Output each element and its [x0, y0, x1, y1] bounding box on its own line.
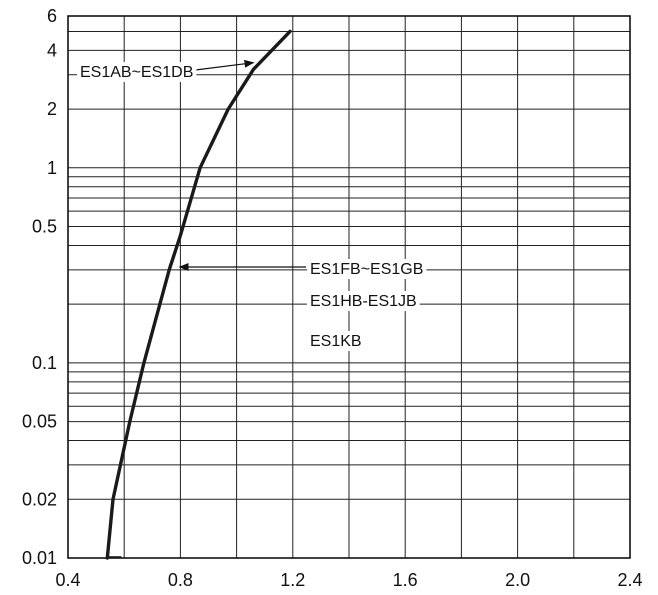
annotation-background	[307, 291, 420, 311]
x-tick-label: 2.0	[505, 570, 530, 590]
y-tick-label: 0.05	[22, 412, 57, 432]
y-tick-label: 0.1	[32, 353, 57, 373]
y-tick-label: 0.5	[32, 217, 57, 237]
x-tick-label: 0.8	[168, 570, 193, 590]
x-tick-label: 1.2	[280, 570, 305, 590]
annotation-es1ab-es1db: ES1AB~ES1DB	[80, 64, 193, 81]
plot-frame	[67, 15, 631, 559]
annotation-arrow-es1ab-es1db	[195, 59, 255, 71]
y-tick-label: 1	[47, 158, 57, 178]
annotation-es1kb: ES1KB	[310, 333, 362, 350]
y-tick-label: 6	[47, 6, 57, 26]
annotation-es1fb-es1gb: ES1FB~ES1GB	[310, 261, 423, 278]
x-tick-label: 2.4	[617, 570, 642, 590]
annotation-background	[77, 62, 197, 82]
series-line	[105, 29, 292, 560]
annotation-background	[307, 259, 427, 279]
annotation-background	[307, 331, 365, 351]
tick-labels: 0.4 0.8 1.2 1.6 2.0 2.4 0.01 0.02 0.05 0.1 0.5 1 2 4 6	[22, 6, 643, 590]
y-tick-label: 0.02	[22, 489, 57, 509]
series	[105, 29, 292, 560]
annotation-es1hb-es1jb: ES1HB-ES1JB	[310, 293, 417, 310]
y-tick-label: 2	[47, 99, 57, 119]
x-tick-label: 1.6	[393, 570, 418, 590]
x-tick-label: 0.4	[55, 570, 80, 590]
y-tick-label: 0.01	[22, 548, 57, 568]
grid	[67, 15, 631, 559]
annotations: ES1AB~ES1DB ES1FB~ES1GB ES1HB-ES1JB ES1K…	[77, 59, 427, 351]
y-tick-label: 4	[47, 40, 57, 60]
